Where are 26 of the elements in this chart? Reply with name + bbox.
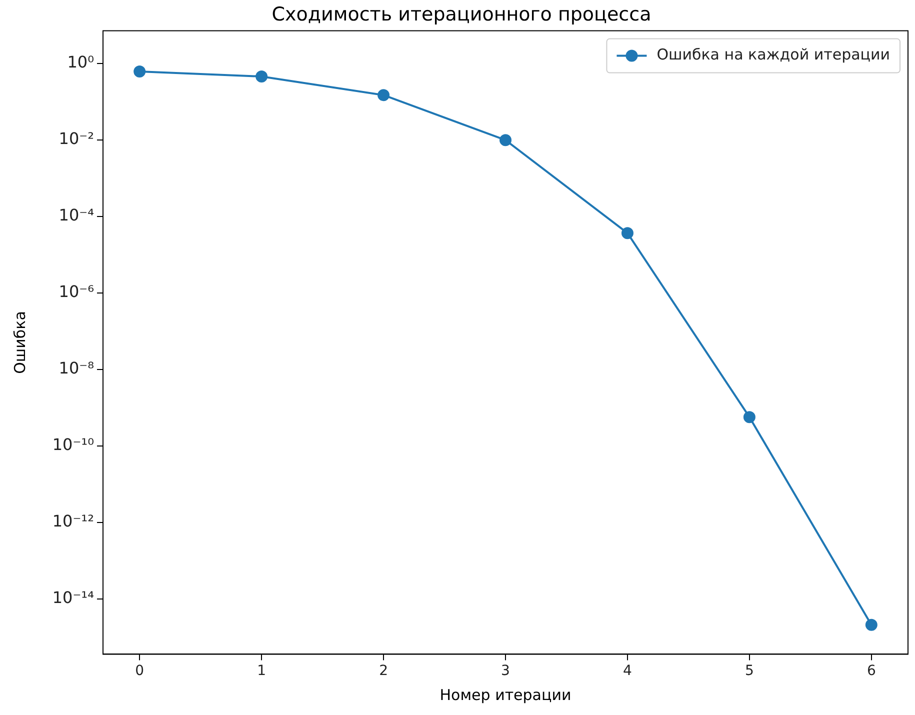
y-tick-label: 10⁰ [67,52,94,72]
y-tick-label: 10⁻² [58,129,94,148]
legend-label: Ошибка на каждой итерации [656,46,890,64]
point [743,411,756,424]
x-tick-label: 2 [379,663,388,680]
point [134,66,146,78]
point [500,134,512,146]
y-tick-label: 10⁻¹⁴ [52,588,94,608]
y-tick-label: 10⁻⁸ [58,358,94,378]
x-tick-label: 6 [866,663,876,680]
point [378,89,390,102]
y-axis-title: Ошибка [10,311,29,374]
y-tick-label: 10⁻⁶ [58,282,94,302]
chart-title: Сходимость итерационного процесса [272,3,652,26]
x-tick-label: 0 [135,663,144,680]
x-axis-title: Номер итерации [440,686,572,704]
y-tick-label: 10⁻¹⁰ [52,435,94,454]
x-tick-label: 1 [257,663,266,680]
x-tick-label: 3 [501,663,510,680]
x-tick-label: 5 [744,663,754,680]
point [865,618,878,631]
y-tick-label: 10⁻¹² [52,512,94,531]
point [621,227,634,240]
point [256,70,268,82]
x-tick-label: 4 [623,663,632,680]
y-tick-label: 10⁻⁴ [58,206,94,225]
